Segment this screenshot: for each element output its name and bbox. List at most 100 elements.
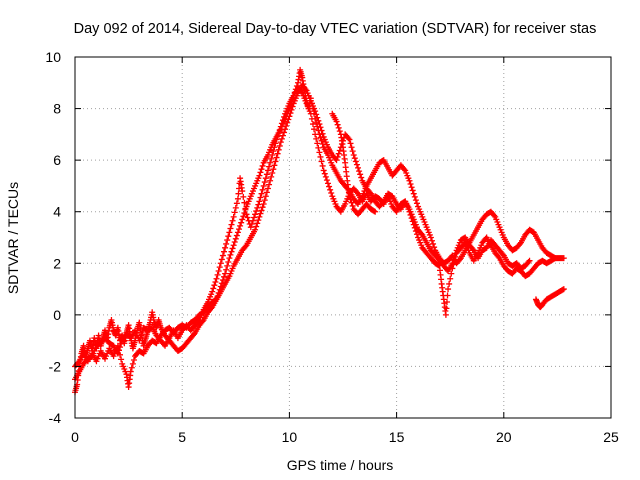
data-point [357,171,364,178]
data-point [322,173,329,180]
data-point [448,270,455,277]
data-point [277,123,284,130]
data-point [225,258,232,265]
data-point [237,222,244,229]
y-tick-label: -2 [49,358,62,374]
data-point [129,360,136,367]
data-point [283,122,290,129]
data-point [320,167,327,174]
data-point [234,229,241,236]
x-tick-label: 0 [71,429,79,445]
data-point [118,340,125,347]
data-point [418,230,425,237]
data-point [241,199,248,206]
data-point [259,204,266,211]
data-point [336,128,343,135]
data-point [260,200,267,207]
data-point [319,130,326,137]
data-point [227,225,234,232]
data-point [252,211,259,218]
data-point [216,264,223,271]
data-point [412,197,419,204]
data-point [348,144,355,151]
data-point [444,292,451,299]
data-point [271,162,278,169]
data-point [272,140,279,147]
data-point [251,214,258,221]
data-point [271,144,278,151]
data-point [215,268,222,275]
data-point [282,126,289,133]
data-point [372,208,379,215]
data-point [257,194,264,201]
data-point [298,88,305,95]
data-point [319,162,326,169]
data-point [252,226,259,233]
data-point [317,124,324,131]
data-point [516,240,523,247]
x-axis-label: GPS time / hours [287,457,394,473]
data-point [318,127,325,134]
data-point [366,189,373,196]
data-point [525,258,532,265]
data-point [302,86,309,93]
data-point [309,121,316,128]
data-point [219,252,226,259]
data-point [221,248,228,255]
data-point [253,223,260,230]
data-point [228,248,235,255]
data-point [560,255,567,262]
data-point [348,199,355,206]
data-point [231,209,238,216]
data-point [427,234,434,241]
data-point [244,214,251,221]
data-point [223,240,230,247]
data-point [355,164,362,171]
series-trace-d [329,110,567,311]
data-point [315,144,322,151]
data-point [275,146,282,153]
data-point [117,344,124,351]
y-axis-label: SDTVAR / TECUs [5,182,21,294]
data-point [222,244,229,251]
data-point [443,305,450,312]
data-point [495,253,502,260]
data-point [352,158,359,165]
data-point [316,121,323,128]
data-points [72,66,567,396]
data-point [128,364,135,371]
data-point [259,162,266,169]
data-point [130,356,137,363]
data-point [323,177,330,184]
data-point [212,278,219,285]
data-point [327,186,334,193]
data-point [256,198,263,205]
data-point [249,217,256,224]
data-point [401,166,408,173]
data-point [231,239,238,246]
data-point [346,193,353,200]
data-point [256,213,263,220]
grid-lines [75,57,611,418]
data-point [225,233,232,240]
data-point [452,250,459,257]
data-point [324,180,331,187]
data-point [411,193,418,200]
data-point [275,130,282,137]
data-point [254,204,261,211]
data-point [230,213,237,220]
data-point [318,137,325,144]
data-point [211,282,218,289]
data-point [356,168,363,175]
data-point [314,140,321,147]
data-point [449,260,456,267]
data-point [358,174,365,181]
data-point [242,243,249,250]
data-point [234,195,241,202]
data-point [278,120,285,127]
data-point [334,153,341,160]
data-point [224,262,231,269]
data-point [353,161,360,168]
data-point [284,119,291,126]
